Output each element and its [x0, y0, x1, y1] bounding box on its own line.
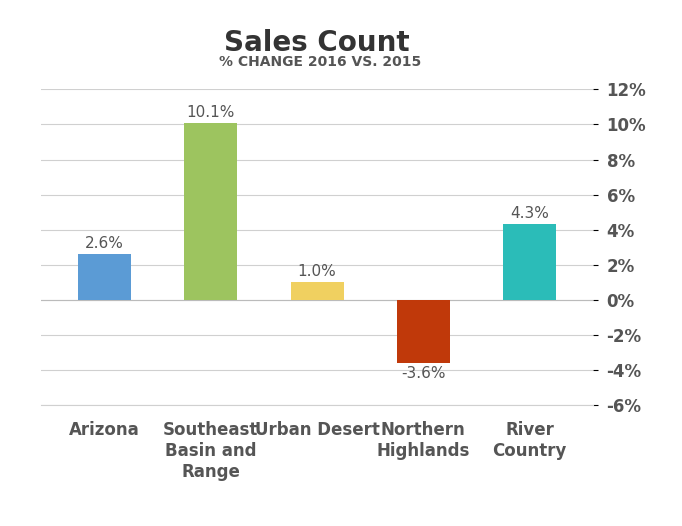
Bar	[291, 282, 344, 300]
Text: 1.0%: 1.0%	[298, 264, 336, 279]
Text: % CHANGE 2016 VS. 2015: % CHANGE 2016 VS. 2015	[220, 55, 421, 69]
Text: 2.6%: 2.6%	[85, 236, 124, 251]
Text: 4.3%: 4.3%	[510, 206, 549, 221]
Text: 10.1%: 10.1%	[187, 105, 235, 119]
Bar	[78, 254, 131, 300]
Bar	[397, 300, 450, 363]
Title: Sales Count: Sales Count	[224, 28, 410, 56]
Bar	[184, 123, 237, 300]
Text: -3.6%: -3.6%	[401, 366, 445, 381]
Bar	[503, 225, 556, 300]
